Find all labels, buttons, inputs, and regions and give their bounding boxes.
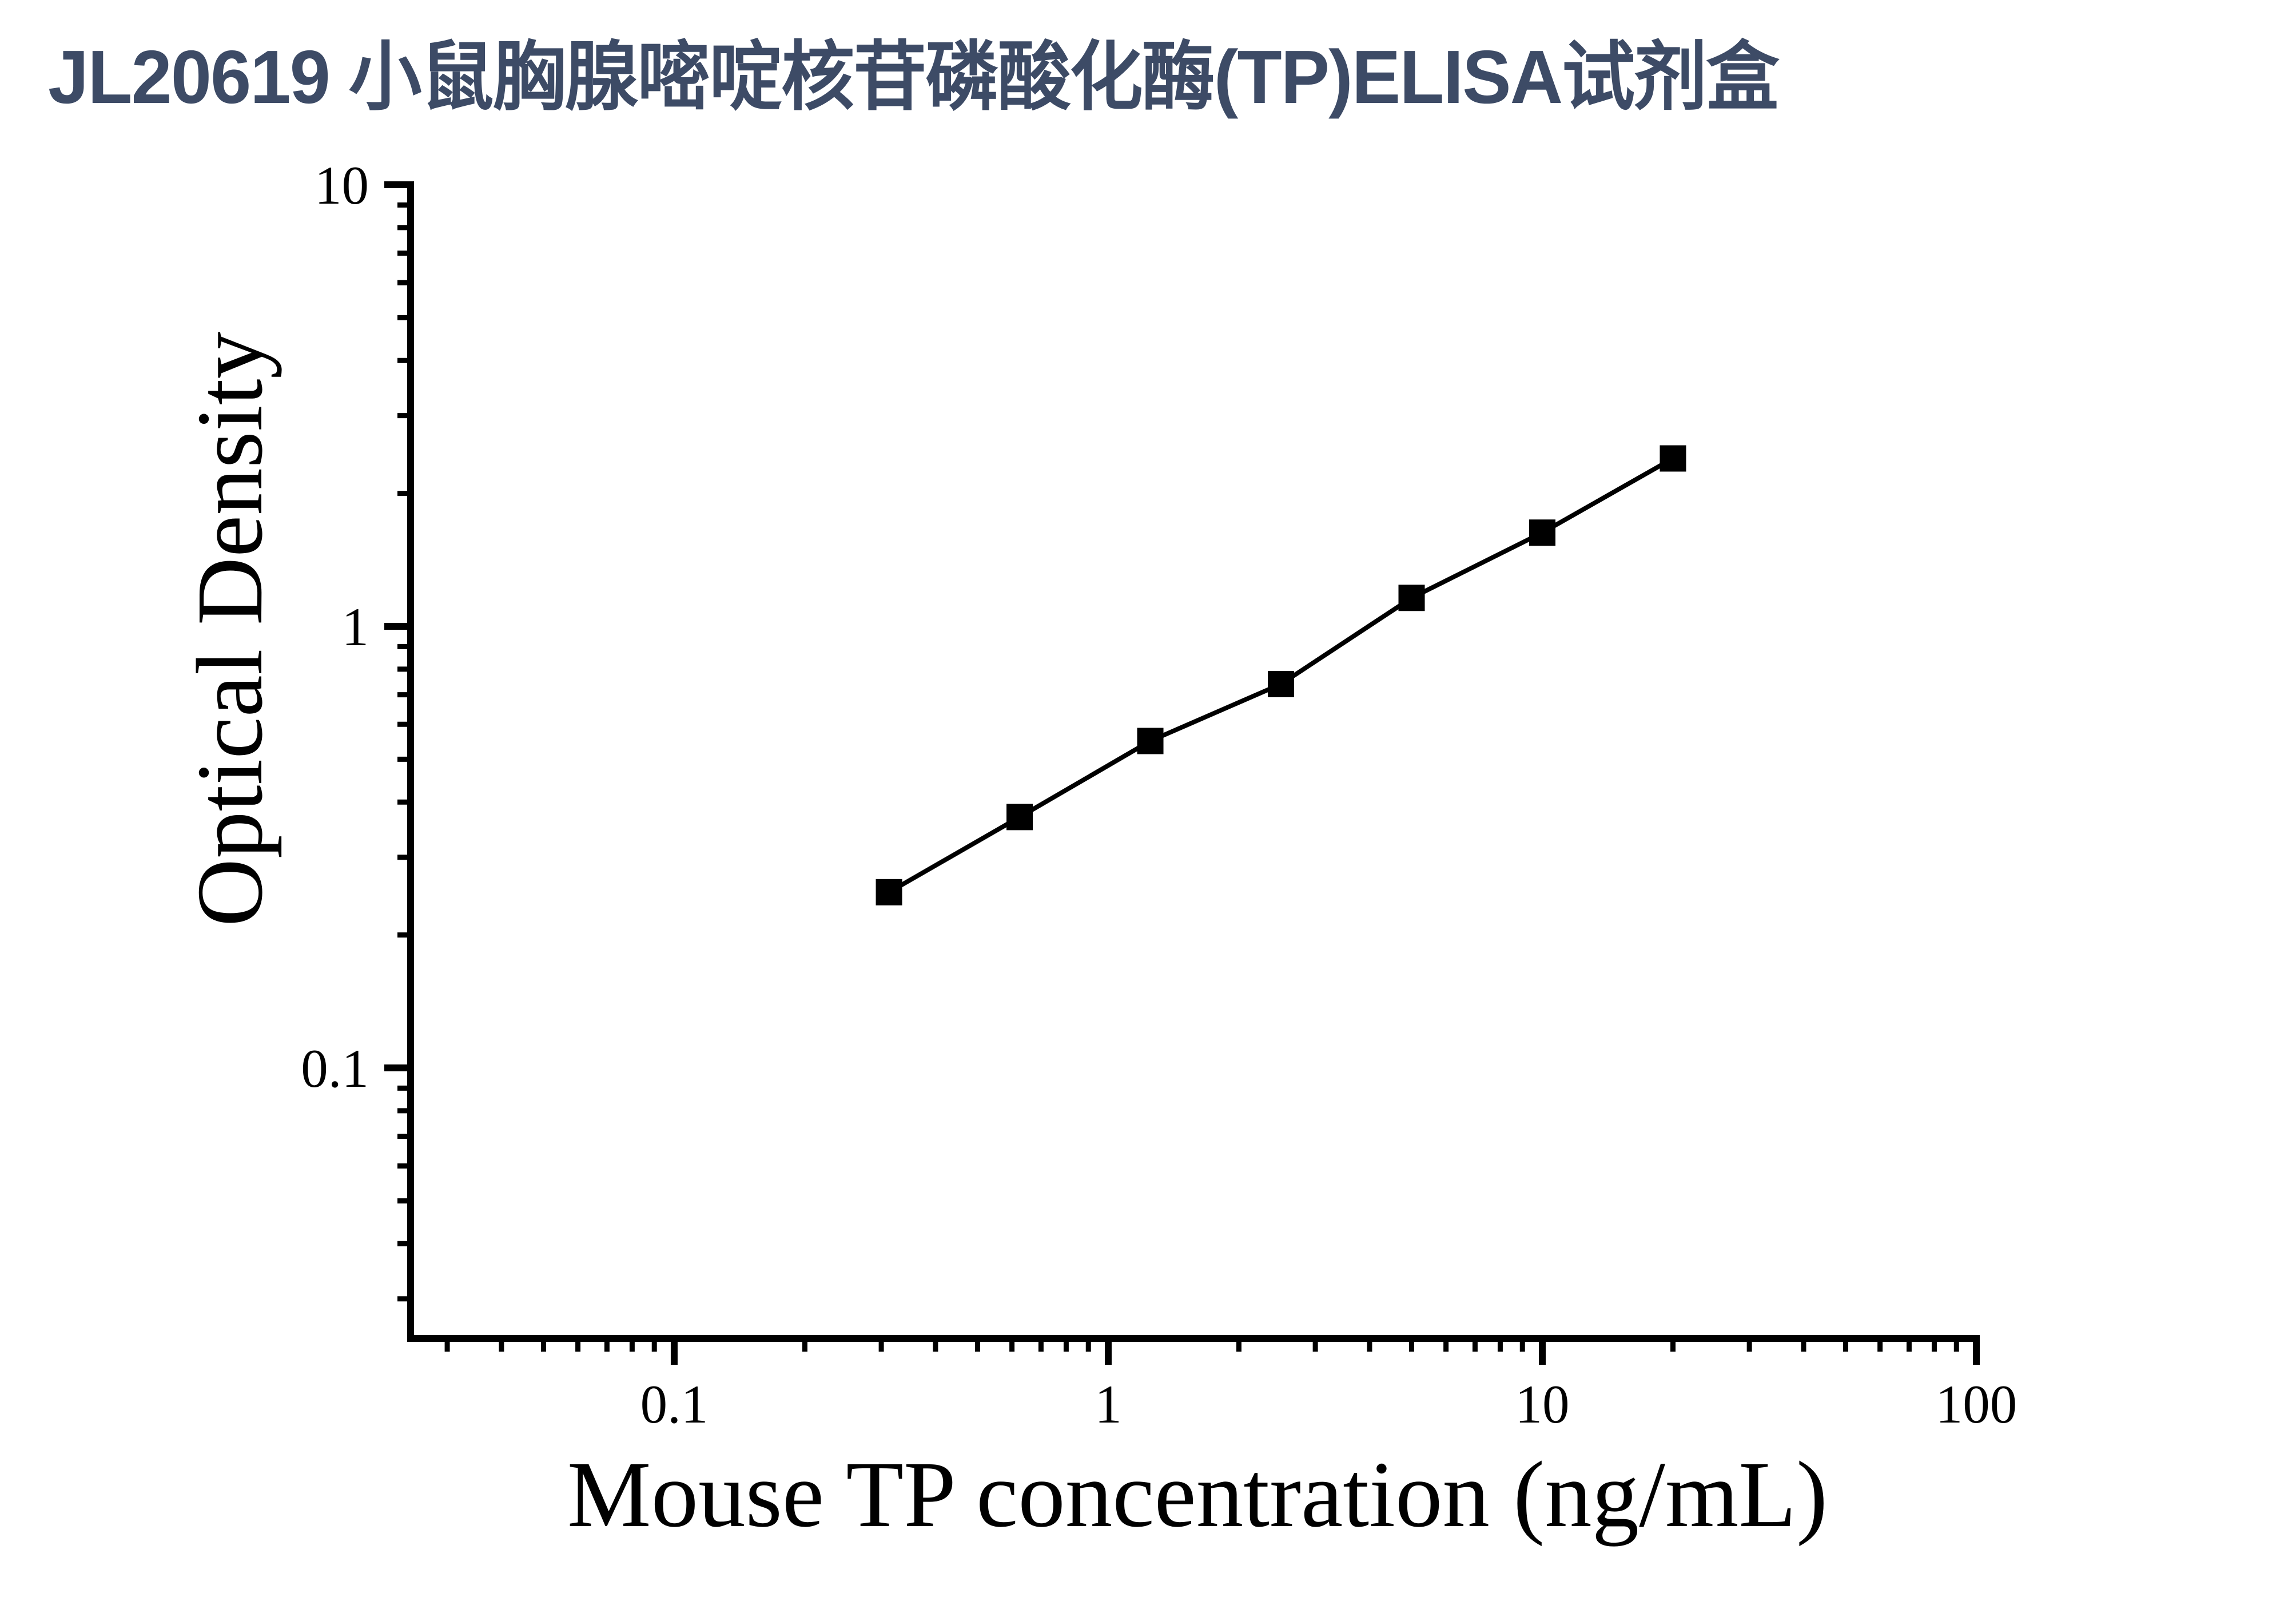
x-axis-label: Mouse TP concentration (ng/mL) [567,1442,1828,1547]
data-point-marker [1398,585,1425,611]
data-point-marker [1529,519,1555,546]
y-tick-label: 10 [315,155,369,216]
x-tick-label: 100 [1936,1374,2018,1435]
data-point-marker [1660,445,1686,472]
data-point-marker [1137,728,1164,754]
data-point-marker [1268,670,1295,697]
x-tick-label: 10 [1515,1374,1569,1435]
y-tick-label: 1 [342,597,369,657]
x-tick-label: 1 [1095,1374,1122,1435]
y-axis-label: Optical Density [177,332,282,927]
x-tick-label: 0.1 [640,1374,709,1435]
page-title: JL20619 小鼠胸腺嘧啶核苷磷酸化酶(TP)ELISA试剂盒 [48,35,1779,119]
y-tick-label: 0.1 [301,1038,369,1099]
data-point-marker [1006,804,1033,831]
data-point-marker [876,879,902,905]
